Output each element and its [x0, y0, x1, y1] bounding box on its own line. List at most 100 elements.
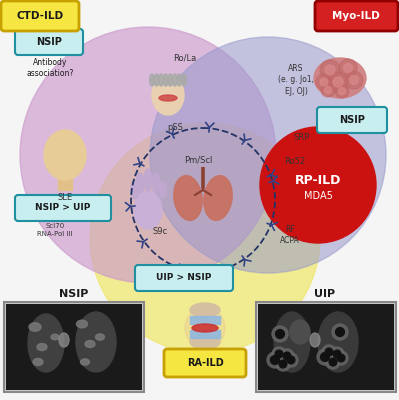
Circle shape — [339, 59, 357, 77]
Circle shape — [333, 350, 341, 358]
Circle shape — [344, 64, 352, 72]
FancyBboxPatch shape — [4, 302, 144, 392]
Text: RP-ILD: RP-ILD — [295, 174, 341, 186]
Ellipse shape — [318, 312, 358, 372]
Text: NSIP: NSIP — [59, 289, 89, 299]
Circle shape — [260, 127, 376, 243]
Ellipse shape — [33, 358, 43, 366]
Text: NSIP > UIP: NSIP > UIP — [36, 204, 91, 212]
Ellipse shape — [29, 323, 41, 331]
Circle shape — [345, 71, 363, 89]
Ellipse shape — [85, 340, 95, 348]
Ellipse shape — [144, 169, 152, 191]
FancyBboxPatch shape — [1, 1, 79, 31]
Text: Ro52: Ro52 — [284, 158, 306, 166]
Circle shape — [90, 123, 320, 353]
FancyBboxPatch shape — [6, 304, 142, 390]
Text: Antibody
association?: Antibody association? — [26, 58, 74, 78]
Circle shape — [272, 326, 288, 342]
Circle shape — [20, 27, 276, 283]
FancyBboxPatch shape — [15, 29, 83, 55]
FancyBboxPatch shape — [164, 349, 246, 377]
Ellipse shape — [150, 74, 154, 86]
Circle shape — [280, 349, 294, 363]
Ellipse shape — [28, 314, 64, 372]
FancyBboxPatch shape — [315, 1, 398, 31]
Ellipse shape — [163, 74, 168, 86]
Ellipse shape — [204, 176, 232, 220]
Circle shape — [329, 358, 337, 366]
FancyBboxPatch shape — [256, 302, 396, 392]
Text: CTD-ILD: CTD-ILD — [16, 11, 63, 21]
Circle shape — [276, 357, 290, 371]
Ellipse shape — [190, 303, 220, 317]
Ellipse shape — [59, 333, 69, 347]
Ellipse shape — [314, 58, 366, 98]
Ellipse shape — [44, 130, 86, 180]
Circle shape — [321, 353, 330, 362]
Circle shape — [336, 328, 344, 336]
Circle shape — [320, 60, 340, 80]
Text: Pm/Scl: Pm/Scl — [184, 156, 212, 164]
Circle shape — [276, 330, 284, 338]
Text: UIP: UIP — [314, 289, 336, 299]
Ellipse shape — [192, 324, 218, 332]
Circle shape — [325, 348, 333, 356]
FancyBboxPatch shape — [58, 172, 72, 190]
FancyBboxPatch shape — [190, 330, 220, 338]
Circle shape — [272, 347, 286, 361]
Ellipse shape — [76, 312, 116, 372]
Text: NSIP: NSIP — [36, 37, 62, 47]
Text: Ro/La: Ro/La — [174, 54, 197, 62]
Circle shape — [334, 351, 348, 365]
Circle shape — [320, 78, 328, 86]
Circle shape — [335, 84, 349, 98]
FancyBboxPatch shape — [15, 195, 111, 221]
Text: SRP: SRP — [294, 134, 310, 142]
Ellipse shape — [172, 74, 178, 86]
Ellipse shape — [174, 176, 202, 220]
Text: Scl70
RNA-Pol III: Scl70 RNA-Pol III — [37, 223, 73, 237]
Text: Myo-ILD: Myo-ILD — [332, 11, 380, 21]
Ellipse shape — [274, 312, 310, 372]
Circle shape — [283, 352, 291, 360]
Circle shape — [287, 356, 295, 364]
Ellipse shape — [152, 173, 160, 193]
FancyBboxPatch shape — [190, 316, 220, 324]
Ellipse shape — [37, 344, 47, 350]
Circle shape — [279, 360, 287, 368]
Ellipse shape — [95, 334, 105, 340]
Circle shape — [333, 77, 343, 87]
Ellipse shape — [152, 75, 184, 115]
Text: ARS
(e. g. Jo1,
EJ, OJ): ARS (e. g. Jo1, EJ, OJ) — [278, 64, 314, 96]
Text: RF
ACPA: RF ACPA — [280, 225, 300, 245]
Circle shape — [330, 347, 344, 361]
Circle shape — [267, 352, 283, 368]
Circle shape — [150, 37, 386, 273]
Circle shape — [324, 86, 332, 94]
Circle shape — [350, 76, 358, 84]
Text: NSIP: NSIP — [339, 115, 365, 125]
Circle shape — [317, 349, 333, 365]
Ellipse shape — [136, 173, 144, 193]
Text: MDA5: MDA5 — [304, 191, 332, 201]
Ellipse shape — [290, 320, 310, 344]
Circle shape — [337, 354, 345, 362]
Circle shape — [328, 72, 348, 92]
Ellipse shape — [182, 74, 186, 86]
Ellipse shape — [160, 182, 166, 198]
Text: pSS: pSS — [167, 124, 183, 132]
Text: SLE: SLE — [57, 192, 73, 202]
Circle shape — [325, 65, 335, 75]
Ellipse shape — [177, 74, 182, 86]
Text: S9c: S9c — [152, 228, 168, 236]
Ellipse shape — [134, 191, 162, 229]
Ellipse shape — [168, 74, 173, 86]
FancyBboxPatch shape — [135, 265, 233, 291]
Circle shape — [338, 88, 346, 94]
Text: RA-ILD: RA-ILD — [187, 358, 223, 368]
Circle shape — [284, 353, 298, 367]
Circle shape — [271, 356, 279, 364]
Ellipse shape — [159, 95, 177, 101]
Circle shape — [332, 324, 348, 340]
